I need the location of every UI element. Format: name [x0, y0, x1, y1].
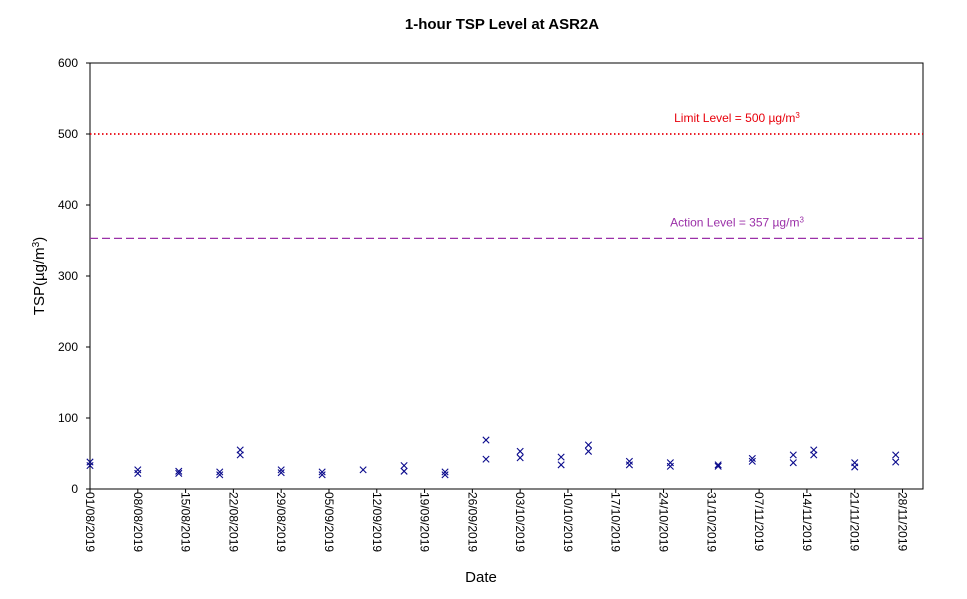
x-tick-label: 31/10/2019: [704, 492, 718, 552]
data-point: [400, 461, 408, 470]
x-tick-label: 15/08/2019: [179, 492, 193, 552]
data-point: [441, 471, 449, 479]
y-tick-label: 400: [58, 198, 78, 212]
data-point: [359, 466, 367, 474]
y-tick-label: 500: [58, 127, 78, 141]
y-axis-label-main: TSP: [31, 286, 48, 315]
data-point: [441, 468, 449, 476]
x-tick-label: 28/11/2019: [896, 492, 910, 551]
data-point: [584, 447, 593, 455]
data-point: [892, 458, 900, 466]
data-point: [86, 461, 94, 470]
data-point: [851, 463, 859, 471]
x-tick-label: 24/10/2019: [657, 492, 671, 552]
data-point: [714, 462, 722, 470]
data-point: [277, 469, 285, 477]
data-point: [482, 455, 490, 463]
plot-area: [89, 62, 924, 490]
data-point: [277, 466, 285, 474]
y-axis-label-close: ): [31, 237, 48, 242]
x-tick-label: 10/10/2019: [561, 492, 575, 552]
x-tick-label: 07/11/2019: [752, 492, 766, 551]
data-point: [625, 461, 633, 469]
data-point: [810, 451, 818, 459]
data-series: [86, 436, 900, 479]
x-tick-label: 12/09/2019: [370, 492, 384, 552]
data-point: [216, 468, 224, 476]
data-point: [789, 451, 797, 459]
x-tick-label: 17/10/2019: [609, 492, 623, 552]
data-point: [748, 457, 756, 465]
x-axis: 01/08/2019 08/08/2019 15/08/2019 22/08/2019…: [83, 489, 910, 552]
data-point: [236, 451, 244, 459]
data-point: [175, 469, 183, 477]
data-point: [516, 447, 524, 455]
data-point: [789, 459, 797, 467]
x-tick-label: 21/11/2019: [848, 492, 862, 551]
x-tick-label: 05/09/2019: [322, 492, 336, 552]
data-point: [318, 471, 326, 479]
y-tick-label: 100: [58, 411, 78, 425]
data-point: [516, 454, 524, 462]
y-tick-label: 300: [58, 269, 78, 283]
limit-level-label: Limit Level = 500 µg/m3: [674, 111, 800, 126]
chart-title: 1-hour TSP Level at ASR2A: [405, 16, 599, 33]
action-level-label: Action Level = 357 µg/m3: [670, 215, 804, 230]
x-tick-label: 01/08/2019: [83, 492, 97, 552]
y-axis-label-sup: 3: [31, 241, 42, 247]
y-axis: 0 100 200 300 400 500 600: [58, 56, 90, 496]
x-tick-label: 26/09/2019: [465, 492, 479, 552]
x-tick-label: 03/10/2019: [513, 492, 527, 552]
data-point: [216, 471, 224, 479]
x-axis-label: Date: [465, 569, 497, 586]
x-tick-label: 19/09/2019: [418, 492, 432, 552]
y-tick-label: 600: [58, 56, 78, 70]
x-tick-label: 08/08/2019: [131, 492, 145, 552]
data-point: [318, 468, 326, 476]
y-tick-label: 0: [71, 482, 78, 496]
data-point: [134, 469, 142, 477]
y-axis-label: TSP(µg/m3): [31, 237, 49, 315]
data-point: [666, 462, 674, 470]
y-tick-label: 200: [58, 340, 78, 354]
data-point: [175, 467, 183, 475]
data-point: [557, 453, 565, 461]
data-point: [892, 451, 900, 459]
y-axis-label-unit: (µg/m: [31, 247, 48, 286]
data-point: [584, 441, 593, 449]
data-point: [748, 454, 756, 463]
x-tick-label: 14/11/2019: [800, 492, 814, 551]
x-tick-label: 29/08/2019: [274, 492, 288, 552]
data-point: [557, 461, 565, 469]
data-point: [714, 461, 722, 469]
data-point: [482, 436, 490, 444]
x-tick-label: 22/08/2019: [226, 492, 240, 552]
data-point: [400, 467, 408, 475]
